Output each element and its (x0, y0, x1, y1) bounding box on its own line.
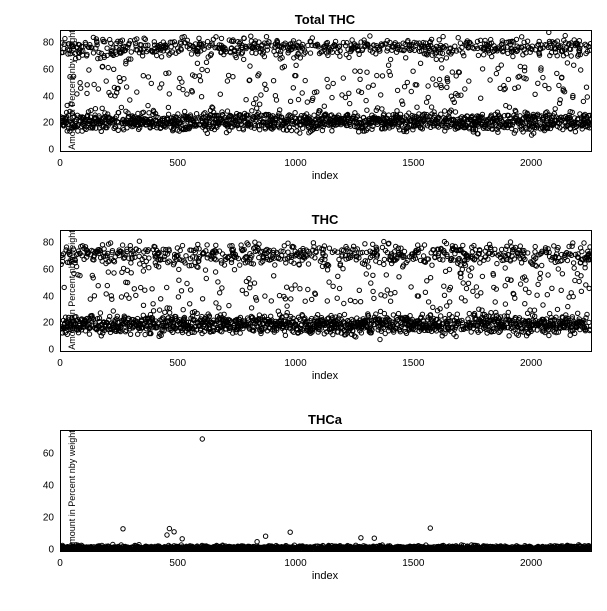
figure: Total THC Amount in Percent nby weight ind… (0, 0, 607, 611)
y-tick-mark (60, 151, 61, 152)
x-tick-label: 2000 (520, 558, 542, 569)
panel-total_thc: Total THCAmount in Percent nby weightind… (60, 30, 590, 150)
y-tick-label: 20 (43, 118, 54, 129)
y-tick-label: 60 (43, 449, 54, 460)
x-tick-label: 500 (169, 358, 186, 369)
y-tick-label: 0 (48, 545, 54, 556)
x-tick-label: 1500 (402, 158, 424, 169)
x-tick-mark (532, 551, 533, 552)
panel-title: THCa (60, 412, 590, 427)
y-axis-label: Amount in Percent nby weight (67, 30, 77, 150)
x-tick-mark (61, 551, 62, 552)
y-tick-label: 60 (43, 65, 54, 76)
y-tick-mark (60, 351, 61, 352)
y-axis-label: Amount in Percent nby weight (67, 430, 77, 550)
x-tick-mark (532, 151, 533, 152)
x-tick-label: 1500 (402, 358, 424, 369)
x-tick-mark (297, 551, 298, 552)
y-axis-label: Amount in Percent nby weight (67, 230, 77, 350)
y-tick-label: 40 (43, 291, 54, 302)
plot-area (60, 430, 592, 552)
scatter-points (61, 431, 591, 551)
x-tick-mark (179, 551, 180, 552)
panel-thca: THCaAmount in Percent nby weightindex050… (60, 430, 590, 550)
y-tick-label: 60 (43, 265, 54, 276)
y-tick-label: 80 (43, 38, 54, 49)
x-tick-label: 500 (169, 558, 186, 569)
scatter-points (61, 31, 591, 151)
y-tick-label: 20 (43, 513, 54, 524)
x-tick-label: 0 (57, 358, 63, 369)
panel-title: Total THC (60, 12, 590, 27)
y-tick-label: 0 (48, 145, 54, 156)
x-tick-mark (179, 151, 180, 152)
y-tick-label: 40 (43, 481, 54, 492)
x-tick-label: 0 (57, 158, 63, 169)
plot-area (60, 30, 592, 152)
x-tick-label: 1500 (402, 558, 424, 569)
x-tick-mark (414, 551, 415, 552)
x-axis-label: index (60, 570, 590, 582)
x-tick-mark (179, 351, 180, 352)
panel-thc: THCAmount in Percent nby weightindex0500… (60, 230, 590, 350)
x-tick-label: 1000 (284, 358, 306, 369)
y-tick-label: 0 (48, 345, 54, 356)
panel-title: THC (60, 212, 590, 227)
y-tick-label: 40 (43, 91, 54, 102)
x-axis-label: index (60, 370, 590, 382)
x-tick-mark (61, 351, 62, 352)
y-tick-label: 20 (43, 318, 54, 329)
plot-area (60, 230, 592, 352)
x-tick-label: 2000 (520, 358, 542, 369)
scatter-points (61, 231, 591, 351)
x-tick-mark (414, 151, 415, 152)
x-tick-mark (532, 351, 533, 352)
x-tick-label: 0 (57, 558, 63, 569)
x-tick-label: 1000 (284, 158, 306, 169)
x-tick-label: 2000 (520, 158, 542, 169)
y-tick-label: 80 (43, 238, 54, 249)
x-tick-mark (61, 151, 62, 152)
y-tick-mark (60, 551, 61, 552)
x-tick-mark (297, 351, 298, 352)
x-tick-label: 500 (169, 158, 186, 169)
x-tick-mark (414, 351, 415, 352)
x-tick-label: 1000 (284, 558, 306, 569)
x-axis-label: index (60, 170, 590, 182)
x-tick-mark (297, 151, 298, 152)
